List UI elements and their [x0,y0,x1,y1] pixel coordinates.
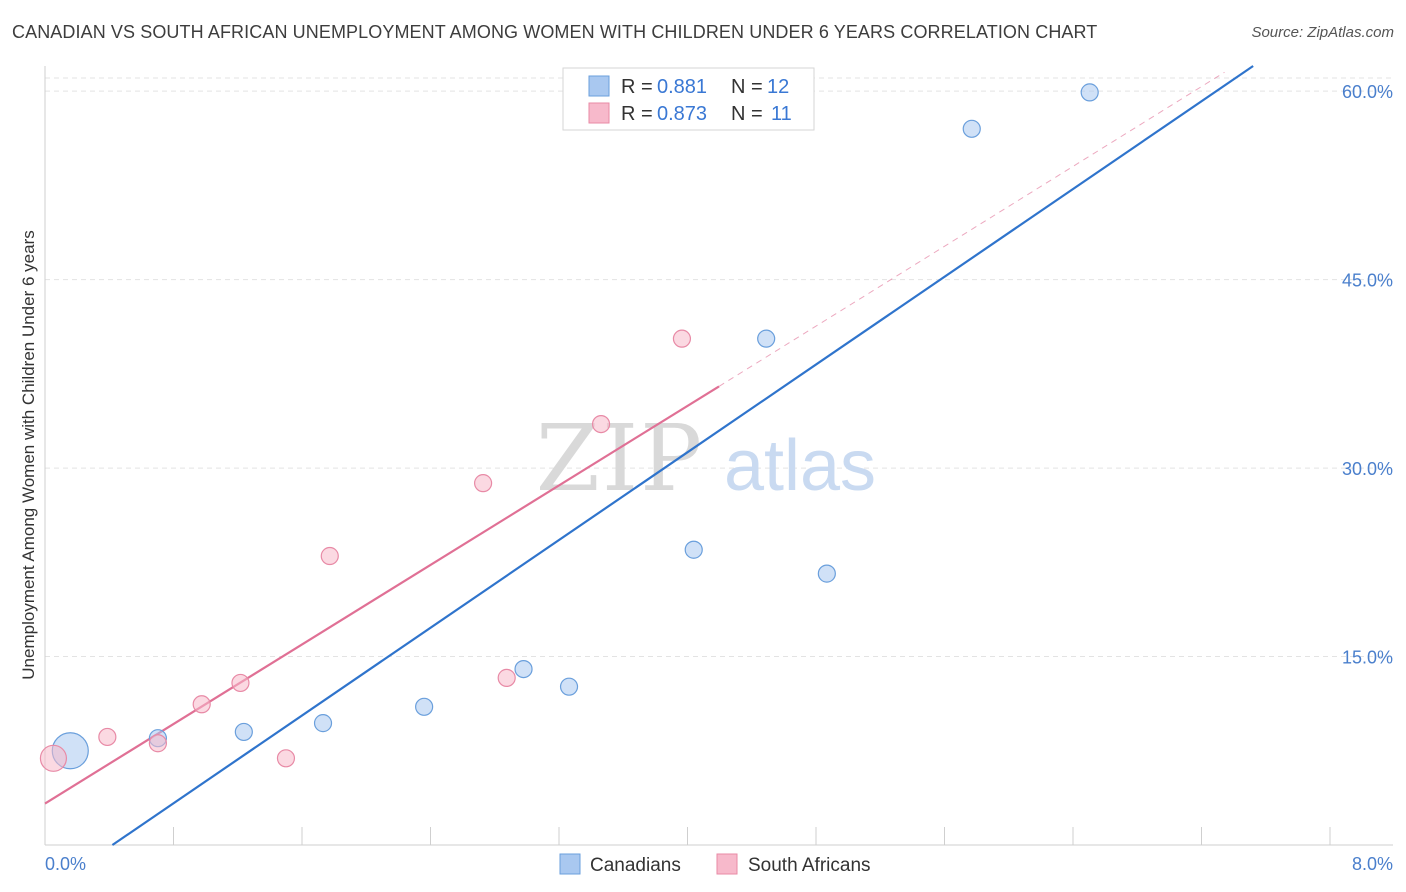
legend-swatch-canadians [588,75,610,97]
point-south-africans [39,744,68,772]
top-legend: R = 0.881 N = 12 R = 0.873 N = 11 [562,67,815,131]
point-canadians [817,564,836,583]
point-south-africans [148,734,167,753]
bottom-legend-swatch-canadians [559,853,581,875]
x-tick-label-min: 0.0% [45,854,86,874]
legend-n-label-south-africans: N = [731,103,763,125]
point-south-africans [497,668,516,687]
legend-n-label-canadians: N = [731,76,763,98]
y-tick-label: 15.0% [1342,648,1393,668]
legend-r-value-south-africans: 0.873 [657,103,707,125]
point-south-africans [231,673,250,693]
point-south-africans [276,749,296,768]
point-canadians [415,697,434,716]
point-south-africans [591,414,611,434]
y-tick-label: 45.0% [1342,271,1393,291]
bottom-legend-swatch-south-africans [716,853,738,875]
bottom-legend-label-south-africans: South Africans [748,855,871,876]
legend-r-label-canadians: R = [621,76,653,98]
point-canadians [559,677,579,696]
watermark: ZIP atlas [536,405,876,512]
point-south-africans [320,546,339,566]
axes-layer: 15.0% 30.0% 45.0% 60.0% 0.0% 8.0% [44,66,1393,874]
chart-source: Source: ZipAtlas.com [1251,24,1394,41]
y-tick-label: 30.0% [1342,459,1393,479]
legend-r-label-south-africans: R = [621,103,653,125]
point-south-africans [672,329,692,348]
chart-title: CANADIAN VS SOUTH AFRICAN UNEMPLOYMENT A… [12,22,1098,42]
point-south-africans [474,474,493,493]
grid-layer [45,77,1393,658]
point-canadians [234,722,253,742]
point-canadians [684,540,703,559]
legend-r-value-canadians: 0.881 [657,76,707,98]
point-canadians [962,119,981,138]
point-south-africans [192,695,211,714]
y-axis-label: Unemployment Among Women with Children U… [19,230,38,679]
points-layer [39,83,1099,772]
trend-line-canadians [111,65,1254,846]
y-tick-label: 60.0% [1342,82,1393,102]
legend-swatch-south-africans [588,102,610,124]
legend-n-value-south-africans: 11 [771,103,792,125]
bottom-legend-label-canadians: Canadians [590,855,681,876]
point-south-africans [98,727,117,747]
trend-line-extension-south-africans [718,71,1225,387]
x-tick-label-max: 8.0% [1352,854,1393,874]
watermark-atlas: atlas [724,426,876,506]
point-canadians [1080,83,1099,102]
point-canadians [757,329,776,348]
trend-line-south-africans [44,385,720,805]
watermark-zip: ZIP [536,405,704,512]
bottom-legend: Canadians South Africans [559,853,871,876]
legend-n-value-canadians: 12 [767,76,789,98]
point-canadians [514,659,533,679]
point-canadians [313,714,333,733]
